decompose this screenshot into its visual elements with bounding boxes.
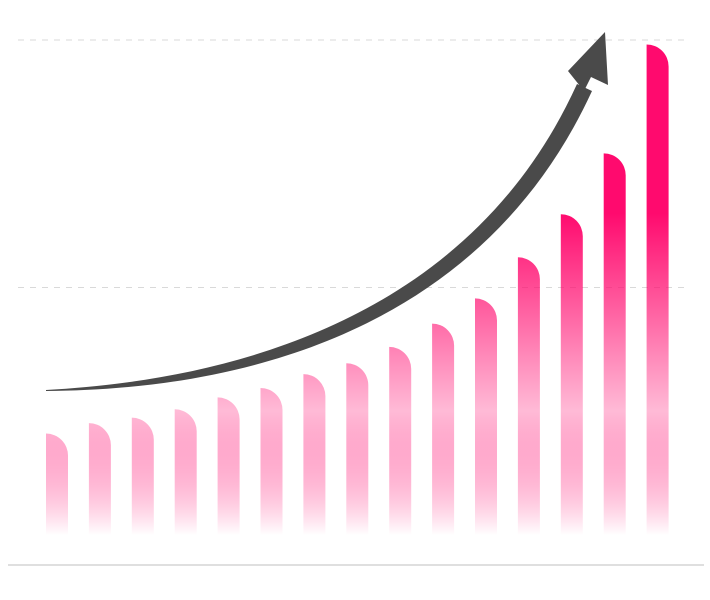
trend-arrow-head (568, 32, 608, 91)
bar (389, 346, 412, 535)
bar (131, 417, 154, 535)
gridlines (18, 39, 690, 288)
bar (303, 374, 326, 535)
bar (217, 397, 240, 535)
bar (475, 298, 497, 535)
trend-arrow-shaft (46, 84, 592, 391)
bar (88, 423, 111, 535)
bar (346, 363, 369, 535)
bar (517, 257, 540, 535)
bar (260, 387, 283, 535)
bar (46, 433, 68, 535)
bars (46, 44, 669, 536)
trend-arrow (46, 32, 608, 391)
bar (174, 409, 197, 535)
bar (432, 323, 455, 535)
bar (646, 44, 669, 536)
bar (560, 214, 583, 536)
bar (603, 153, 626, 536)
